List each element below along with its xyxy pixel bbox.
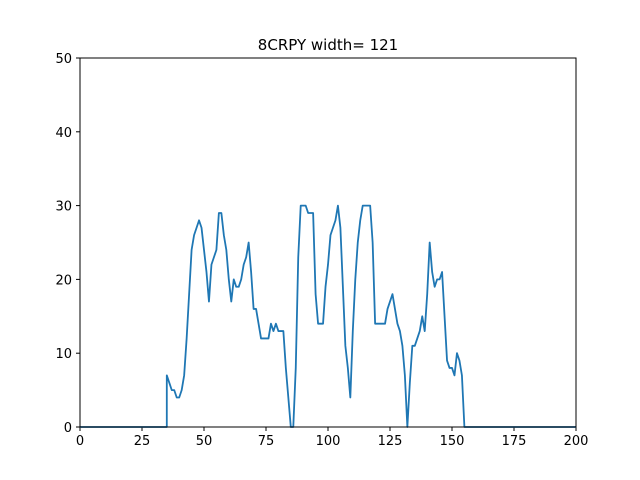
y-tick-label: 30 [55,200,72,215]
y-tick-label: 10 [55,347,72,362]
x-tick-label: 200 [564,434,589,449]
axis-ticks: 0 25 50 75 100 125 150 175 200 0 10 20 30 40 50 [55,52,588,449]
y-tick-label: 0 [64,421,72,436]
x-tick-label: 125 [378,434,403,449]
y-tick-label: 40 [55,126,72,141]
y-tick-label: 20 [55,273,72,288]
x-tick-label: 25 [134,434,151,449]
series-line [80,204,576,428]
x-tick-label: 0 [76,434,84,449]
x-tick-label: 100 [316,434,341,449]
chart-title: 8CRPY width= 121 [258,36,398,54]
x-tick-label: 75 [258,434,275,449]
axes-frame [79,57,577,428]
x-tick-label: 175 [502,434,527,449]
y-tick-label: 50 [55,52,72,67]
x-tick-label: 50 [196,434,213,449]
x-tick-label: 150 [440,434,465,449]
